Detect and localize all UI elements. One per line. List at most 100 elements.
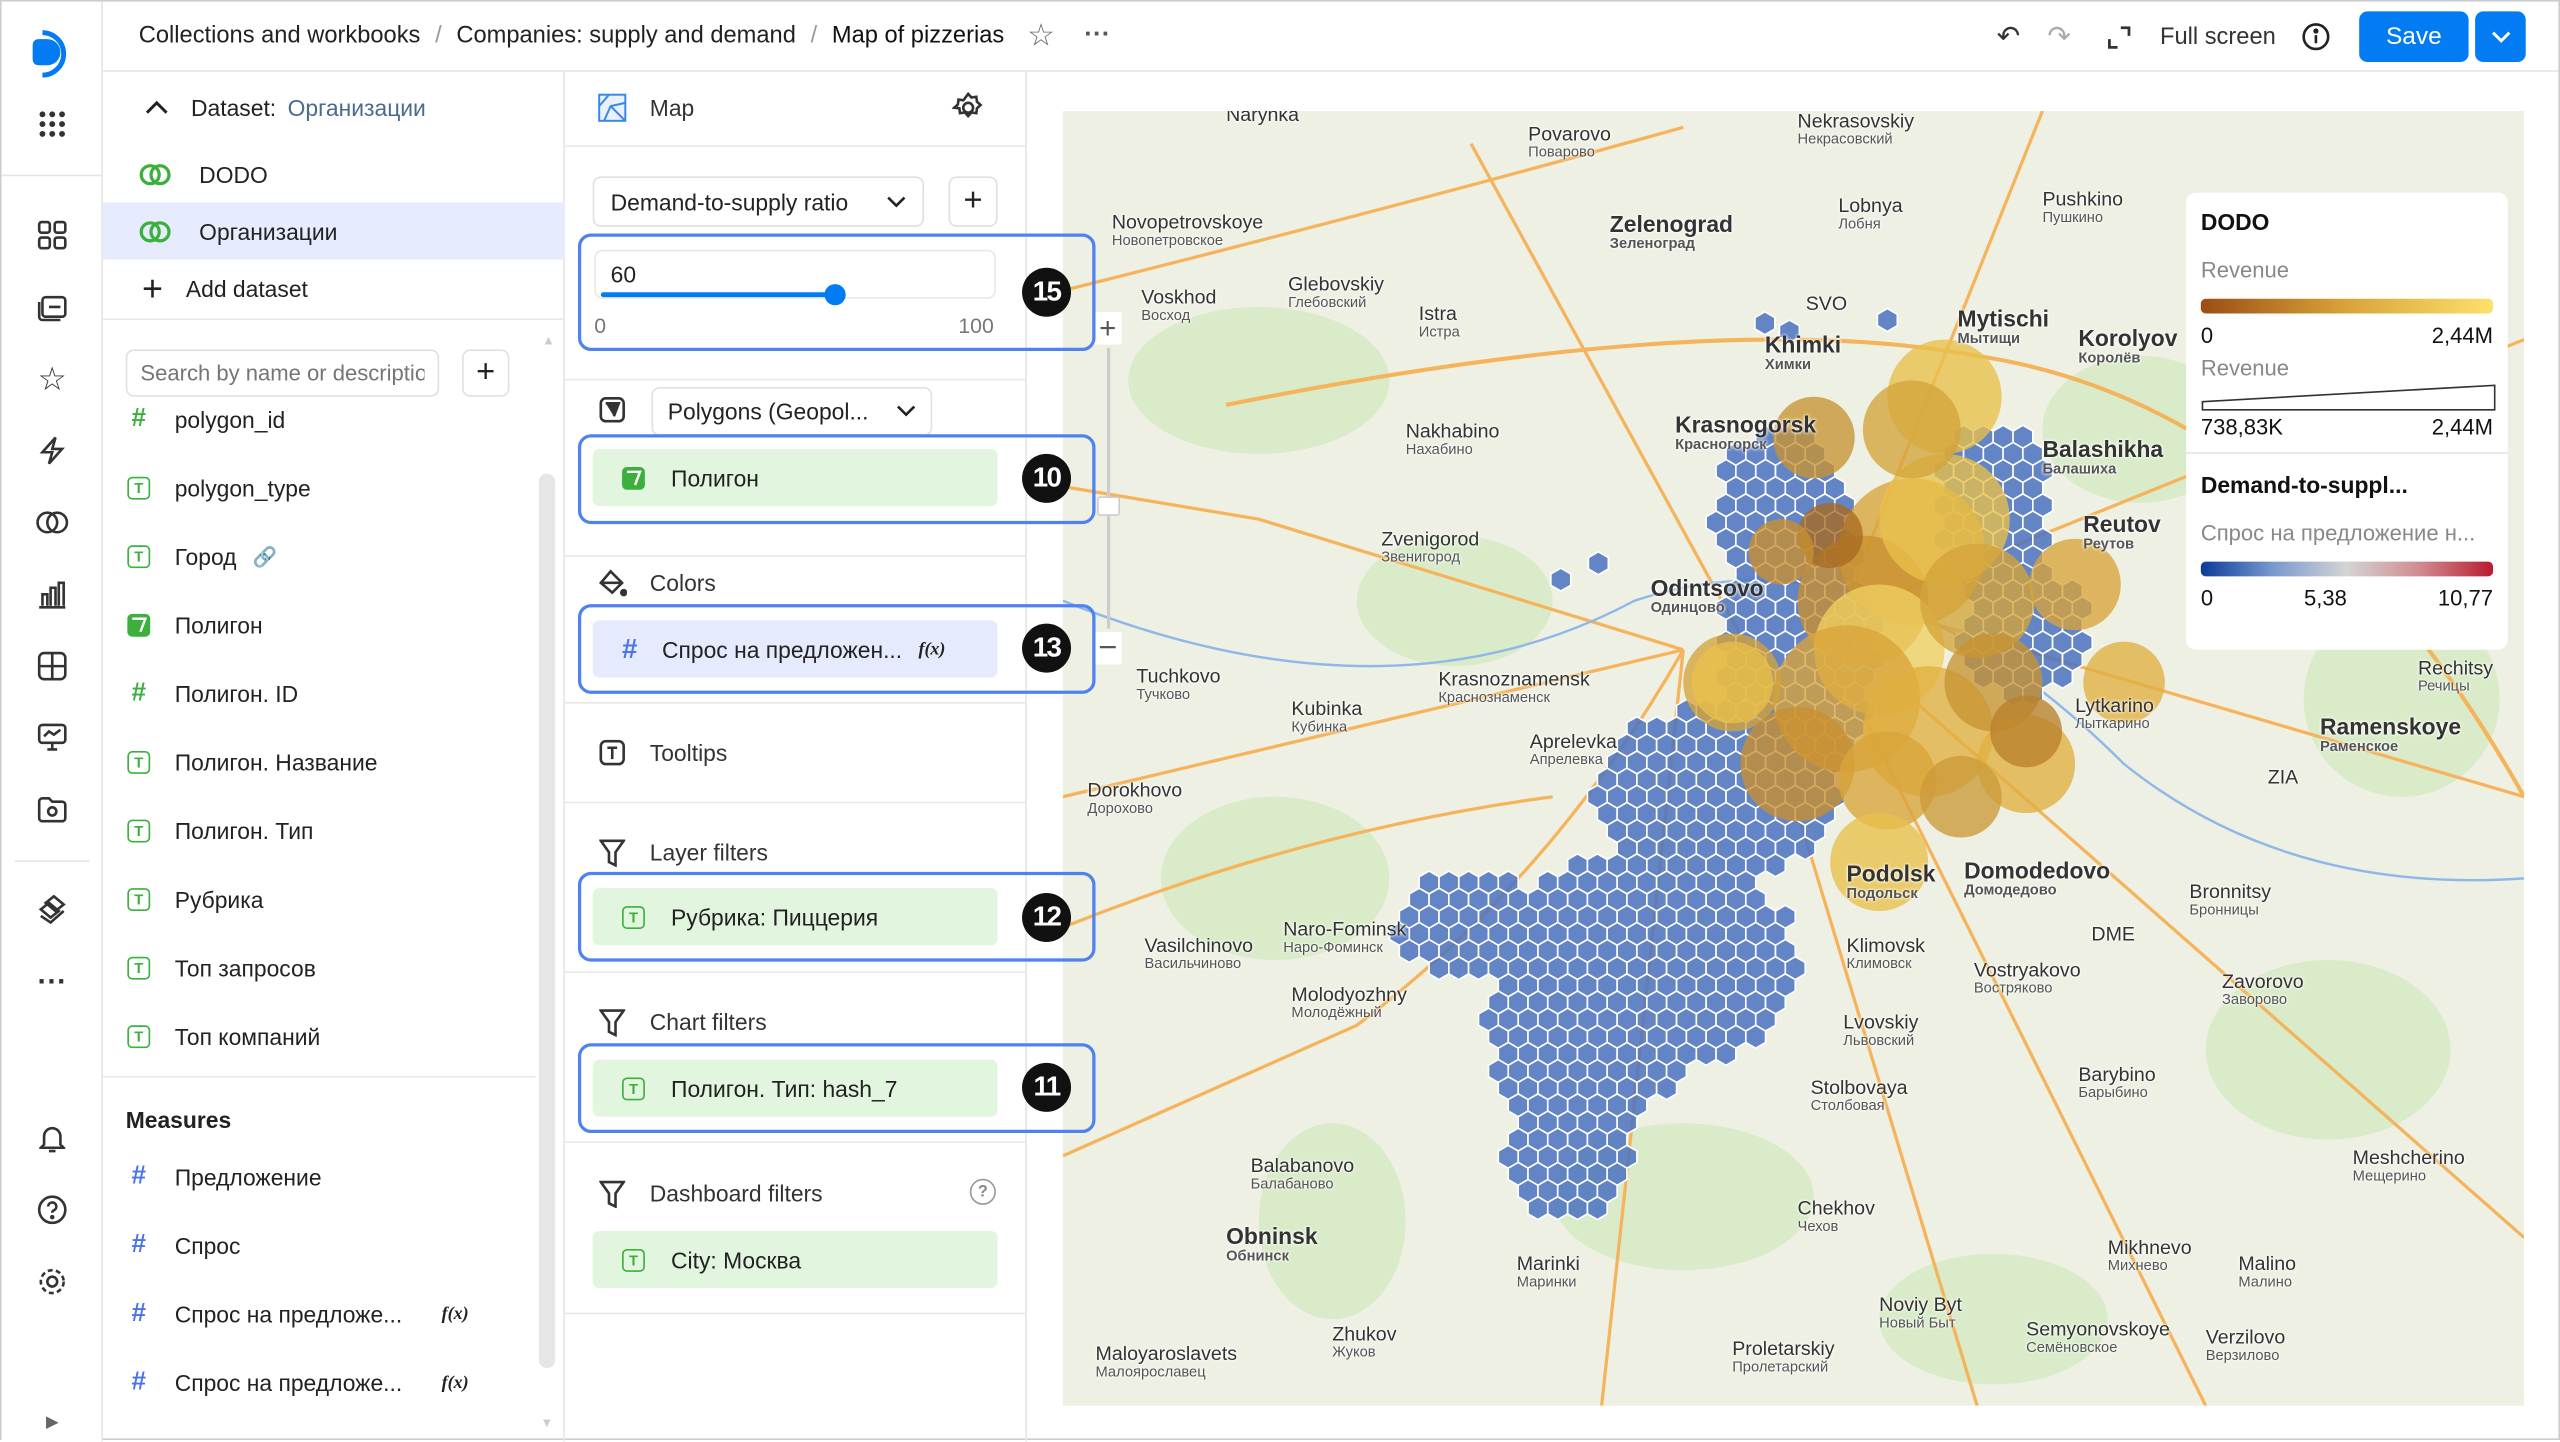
zoom-out-button[interactable]: − [1093,629,1122,665]
measure-item[interactable]: # Спрос на предложе... f(x) [126,1295,469,1334]
hexagon-polygon[interactable] [1546,1195,1569,1221]
measure-item[interactable]: # Предложение [126,1158,469,1197]
map-canvas[interactable] [1062,111,2525,1406]
fullscreen-icon[interactable] [2108,2,2131,72]
field-item[interactable]: T Полигон. Название [126,743,377,782]
hexagon-polygon[interactable] [1655,1075,1678,1101]
pizzeria-circle[interactable] [1862,380,1961,479]
geometry-field-chip[interactable]: Полигон [592,448,998,507]
hexagon-polygon[interactable] [1467,955,1490,981]
field-item[interactable]: T Топ запросов [126,949,316,988]
pizzeria-circle[interactable] [1830,813,1929,912]
info-icon[interactable] [2302,2,2330,72]
field-item[interactable]: # polygon_id [126,400,286,439]
pizzeria-circle[interactable] [1748,519,1814,585]
datasets-icon[interactable] [33,503,72,542]
lightning-icon[interactable] [33,431,72,470]
hexagon-polygon[interactable] [1428,955,1450,981]
chart-filter-chip[interactable]: T Полигон. Тип: hash_7 [592,1059,998,1117]
measure-item[interactable]: # Спрос на предложе... f(x) [126,1363,469,1402]
hexagon-polygon[interactable] [1764,852,1787,878]
add-dataset-button[interactable]: + Add dataset [103,260,565,317]
add-layer-button[interactable]: + [948,176,998,227]
dashboard-icon[interactable] [33,216,72,255]
dataset-item-organizations[interactable]: Организации [102,202,565,260]
measure-item[interactable]: # Спрос [126,1226,469,1265]
opacity-slider-thumb[interactable] [824,284,846,306]
help-icon[interactable]: ? [969,1178,996,1205]
hexagon-polygon[interactable] [1447,955,1470,981]
chart-type[interactable]: Map [598,90,694,126]
apps-grid-icon[interactable] [33,104,72,143]
logo-icon[interactable] [26,29,75,78]
scroll-up-arrow[interactable]: ▲ [542,333,555,348]
pizzeria-circle[interactable] [1919,755,2002,838]
field-search-input[interactable] [125,349,440,397]
colors-field-chip[interactable]: # Спрос на предложен... f(x) [592,620,998,678]
hexagon-polygon[interactable] [1527,1195,1549,1221]
hexagon-polygon[interactable] [1586,1195,1608,1221]
bell-icon[interactable] [33,1118,72,1157]
hexagon-polygon[interactable] [1778,319,1801,344]
field-item[interactable]: T Полигон. Тип [126,811,313,850]
expand-rail-icon[interactable]: ▶ [45,1413,59,1432]
settings-icon[interactable] [33,1262,72,1301]
save-button[interactable]: Save [2359,11,2469,63]
undo-icon[interactable]: ↶ [1996,20,2020,52]
pizzeria-circle[interactable] [1990,695,2063,768]
pizzeria-circle[interactable] [1919,543,2035,658]
favorite-star-icon[interactable]: ☆ [1027,18,1055,54]
hexagon-polygon[interactable] [2051,664,2074,690]
hexagon-polygon[interactable] [1744,1024,1767,1050]
field-item[interactable]: T Город 🔗 [126,537,277,576]
pizzeria-circle[interactable] [2029,538,2121,631]
zoom-in-button[interactable]: + [1093,311,1122,345]
pizzeria-circle[interactable] [2083,641,2165,724]
field-list-scrollbar[interactable] [538,473,556,1369]
field-item[interactable]: T Топ компаний [126,1017,320,1056]
field-item[interactable]: Полигон [126,606,263,645]
map-view[interactable]: Zelenograd Зеленоград Lobnya Лобня Pushkino П… [1062,111,2525,1406]
hexagon-polygon[interactable] [1794,835,1816,861]
hexagon-polygon[interactable] [1566,1195,1589,1221]
layer-filter-chip[interactable]: T Рубрика: Пиццерия [592,888,998,946]
hexagon-polygon[interactable] [1695,1041,1717,1067]
pizzeria-circle[interactable] [1773,396,1855,479]
pizzeria-circle[interactable] [1740,706,1855,822]
geometry-type-select[interactable]: Polygons (Geopol... [651,386,933,436]
collections-icon[interactable] [33,287,72,326]
hexagon-polygon[interactable] [1587,550,1610,576]
opacity-input[interactable]: 60 [594,249,996,299]
breadcrumb-workbook[interactable]: Companies: supply and demand [456,22,796,49]
hexagon-polygon[interactable] [1876,307,1899,333]
redo-icon[interactable]: ↷ [2047,20,2071,52]
more-icon[interactable]: ··· [37,964,67,997]
fullscreen-button[interactable]: Full screen [2160,23,2276,50]
zoom-slider-track[interactable] [1106,347,1111,629]
charts-icon[interactable] [33,575,72,614]
chart-settings-gear-icon[interactable] [951,91,985,129]
field-item[interactable]: # Полигон. ID [126,674,299,713]
layer-select[interactable]: Demand-to-supply ratio [592,176,925,227]
hexagon-polygon[interactable] [1715,1041,1737,1067]
folder-icon[interactable] [33,790,72,829]
field-item[interactable]: T Рубрика [126,880,263,919]
hexagon-polygon[interactable] [1550,567,1572,592]
favorites-icon[interactable]: ☆ [37,361,67,398]
zoom-slider-handle[interactable] [1097,496,1120,516]
grid-table-icon[interactable] [33,647,72,686]
opacity-slider-track[interactable] [600,292,836,298]
save-options-button[interactable] [2475,11,2526,63]
help-icon[interactable] [33,1190,72,1229]
dataset-header[interactable]: Dataset: Организации [103,78,565,135]
dashboard-filter-chip[interactable]: T City: Москва [592,1231,998,1289]
layers-copy-icon[interactable] [33,890,72,929]
more-options-icon[interactable]: ··· [1084,21,1111,49]
pizzeria-circle[interactable] [1691,641,1774,724]
scroll-down-arrow[interactable]: ▼ [540,1415,554,1431]
monitor-icon[interactable] [33,718,72,757]
pizzeria-circle[interactable] [1838,731,1937,830]
breadcrumb-collections[interactable]: Collections and workbooks [138,22,421,49]
dataset-item-dodo[interactable]: DODO [103,145,565,202]
